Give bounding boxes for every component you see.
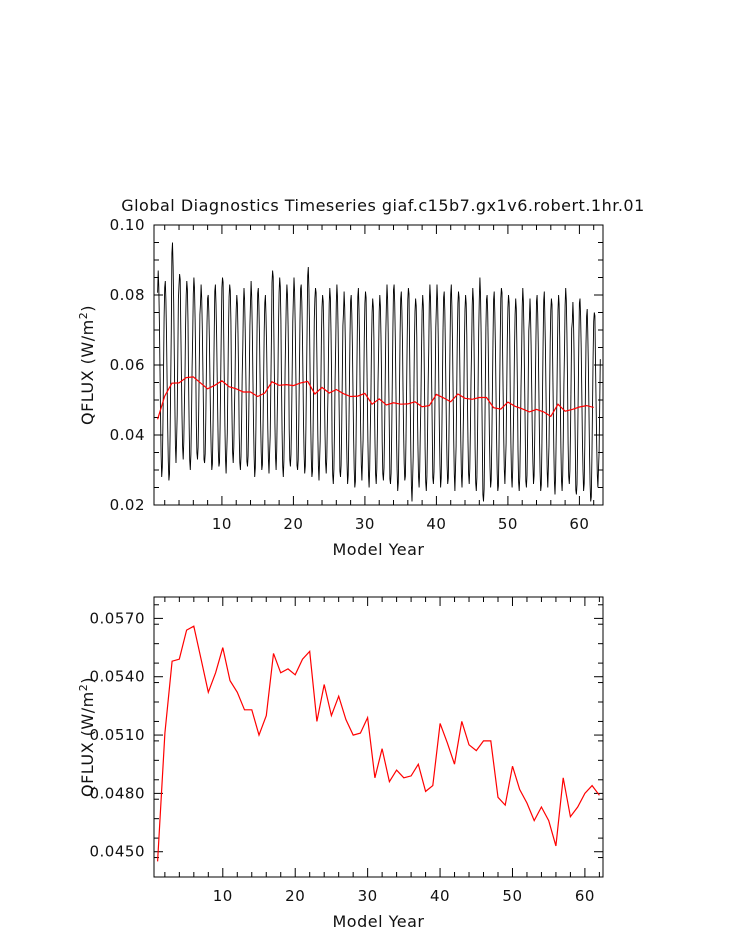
y-tick-label: 0.08 bbox=[110, 286, 145, 304]
top-x-axis-label: Model Year bbox=[333, 540, 425, 559]
y-tick-label: 0.06 bbox=[110, 356, 145, 374]
top-timeseries-panel: 0.02 0.04 0.06 0.08 0.10 10 20 30 40 50 60 Model … bbox=[77, 216, 604, 559]
x-tick-label: 50 bbox=[502, 887, 522, 905]
annual-mean-series-line bbox=[157, 376, 594, 420]
y-tick-label: 0.10 bbox=[110, 216, 145, 234]
x-tick-label: 50 bbox=[498, 515, 518, 533]
x-tick-label: 10 bbox=[213, 887, 233, 905]
x-tick-label: 20 bbox=[285, 887, 305, 905]
x-tick-label: 40 bbox=[430, 887, 450, 905]
top-y-axis-label: QFLUX (W/m2) bbox=[77, 305, 98, 425]
top-plot-frame bbox=[153, 224, 604, 506]
top-axis-ticks bbox=[154, 224, 603, 506]
y-tick-label: 0.0510 bbox=[90, 726, 146, 744]
bottom-axis-ticks bbox=[154, 597, 603, 878]
y-tick-label: 0.02 bbox=[110, 496, 145, 514]
y-tick-label: 0.0480 bbox=[90, 784, 146, 802]
x-tick-label: 60 bbox=[569, 515, 589, 533]
y-tick-label: 0.0570 bbox=[90, 609, 146, 627]
y-tick-label: 0.04 bbox=[110, 426, 145, 444]
bottom-y-axis-label: QFLUX (W/m2) bbox=[77, 677, 98, 797]
bottom-annual-panel: 0.0450 0.0480 0.0510 0.0540 0.0570 10 20 30 40 5… bbox=[77, 596, 604, 931]
bottom-x-axis-label: Model Year bbox=[333, 912, 425, 931]
bottom-plot-frame bbox=[153, 596, 604, 878]
top-x-tick-labels: 10 20 30 40 50 60 bbox=[212, 515, 589, 533]
y-tick-label: 0.0450 bbox=[90, 843, 146, 861]
x-tick-label: 30 bbox=[355, 515, 375, 533]
x-tick-label: 60 bbox=[575, 887, 595, 905]
x-tick-label: 20 bbox=[283, 515, 303, 533]
bottom-y-tick-labels: 0.0450 0.0480 0.0510 0.0540 0.0570 bbox=[90, 609, 146, 861]
x-tick-label: 10 bbox=[212, 515, 232, 533]
monthly-series-line bbox=[157, 242, 601, 502]
bottom-x-tick-labels: 10 20 30 40 50 60 bbox=[213, 887, 595, 905]
figure-title: Global Diagnostics Timeseries giaf.c15b7… bbox=[121, 196, 645, 215]
annual-mean-series-line bbox=[157, 625, 600, 862]
x-tick-label: 40 bbox=[426, 515, 446, 533]
top-y-tick-labels: 0.02 0.04 0.06 0.08 0.10 bbox=[110, 216, 145, 514]
x-tick-label: 30 bbox=[358, 887, 378, 905]
y-tick-label: 0.0540 bbox=[90, 668, 146, 686]
